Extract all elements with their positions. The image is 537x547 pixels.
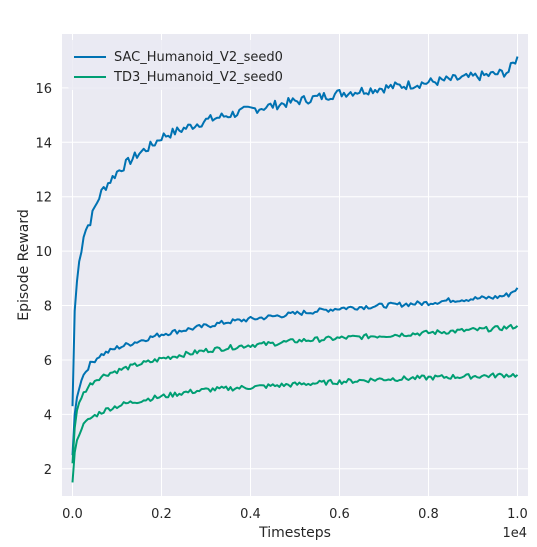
series-line-2 [71,323,519,464]
grid [62,34,528,496]
legend-label-sac: SAC_Humanoid_V2_seed0 [114,50,283,65]
x-axis-offset-label: 1e4 [502,526,527,541]
legend-box [68,40,290,90]
y-tick-label: 8 [44,300,52,315]
y-tick-label: 16 [35,82,52,97]
y-tick-label: 2 [44,463,52,478]
y-tick-label: 12 [35,191,52,206]
series-line-3 [71,372,519,483]
y-tick-label: 10 [35,245,52,260]
x-tick-label: 0.2 [151,507,172,522]
series-line-1 [71,287,519,456]
legend: SAC_Humanoid_V2_seed0 TD3_Humanoid_V2_se… [68,40,290,90]
plot-background [62,34,528,496]
y-tick-label: 6 [44,354,52,369]
x-tick-label: 0.0 [62,507,83,522]
legend-label-td3: TD3_Humanoid_V2_seed0 [113,70,283,85]
series-layer [71,56,519,483]
y-tick-label: 14 [35,136,52,151]
x-tick-label: 0.8 [418,507,439,522]
x-tick-label: 0.4 [240,507,261,522]
y-tick-label: 4 [44,408,52,423]
series-line-0 [71,56,519,407]
x-tick-label: 1.0 [507,507,528,522]
y-axis-label: Episode Reward [16,209,32,321]
y-axis: 2 4 6 8 10 12 14 16 [35,82,52,478]
x-axis: 0.0 0.2 0.4 0.6 0.8 1.0 [62,507,528,522]
x-tick-label: 0.6 [329,507,350,522]
x-axis-label: Timesteps [258,525,331,541]
